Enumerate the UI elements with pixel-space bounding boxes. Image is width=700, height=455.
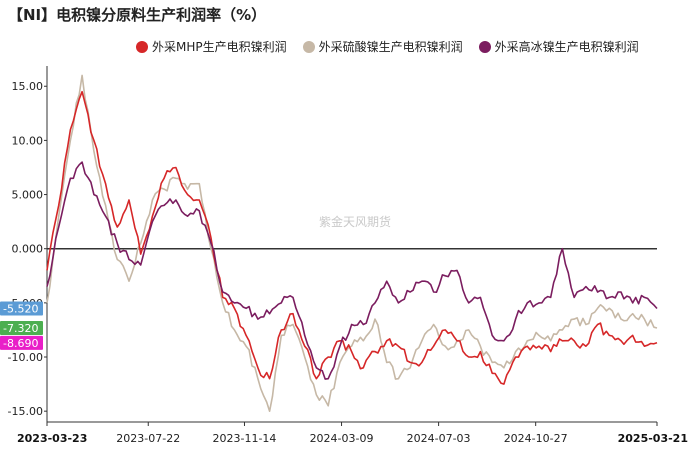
legend-marker-nickel-matte [478, 40, 491, 53]
end-value-label: -5.520 [3, 302, 38, 315]
x-tick-label: 2023-11-14 [213, 432, 277, 445]
series-line-2 [46, 161, 658, 380]
y-tick-label: 0.000 [12, 243, 44, 256]
end-value-label: -8.690 [3, 337, 38, 350]
legend-label-nickel-sulfate: 外采硫酸镍生产电积镍利润 [318, 40, 463, 54]
legend-label-nickel-matte: 外采高冰镍生产电积镍利润 [494, 40, 639, 54]
end-value-badge [0, 301, 43, 316]
end-value-badge [0, 335, 43, 350]
series-line-1 [46, 74, 658, 412]
legend-item-nickel-matte[interactable]: 外采高冰镍生产电积镍利润 [478, 38, 639, 55]
legend-item-nickel-sulfate[interactable]: 外采硫酸镍生产电积镍利润 [302, 38, 463, 55]
chart-title: 【NI】电积镍分原料生产利润率（%） [8, 6, 267, 24]
series-line-0 [46, 90, 658, 385]
legend-item-mhp[interactable]: 外采MHP生产电积镍利润 [136, 38, 287, 55]
x-tick-label: 2024-03-09 [310, 432, 374, 445]
legend-label-mhp: 外采MHP生产电积镍利润 [152, 40, 287, 54]
end-value-badge [0, 320, 43, 335]
x-tick-label: 2024-10-27 [504, 432, 568, 445]
y-tick-label: 5.000 [12, 189, 44, 202]
y-tick-label: 10.00 [12, 134, 44, 147]
x-tick-label: 2023-07-22 [116, 432, 180, 445]
legend-marker-mhp [136, 40, 148, 53]
y-tick-label: -15.00 [8, 405, 43, 418]
watermark: 紫金天风期货 [319, 214, 391, 229]
legend: 外采MHP生产电积镍利润 外采硫酸镍生产电积镍利润 外采高冰镍生产电积镍利润 [136, 38, 639, 55]
y-tick-label: -10.00 [8, 351, 43, 364]
legend-marker-nickel-sulfate [302, 40, 315, 53]
end-value-label: -7.320 [3, 322, 38, 335]
x-tick-label: 2023-03-23 [17, 432, 87, 445]
y-tick-label: 15.00 [12, 80, 44, 93]
x-tick-label: 2024-07-03 [407, 432, 471, 445]
x-tick-label: 2025-03-21 [618, 432, 688, 445]
